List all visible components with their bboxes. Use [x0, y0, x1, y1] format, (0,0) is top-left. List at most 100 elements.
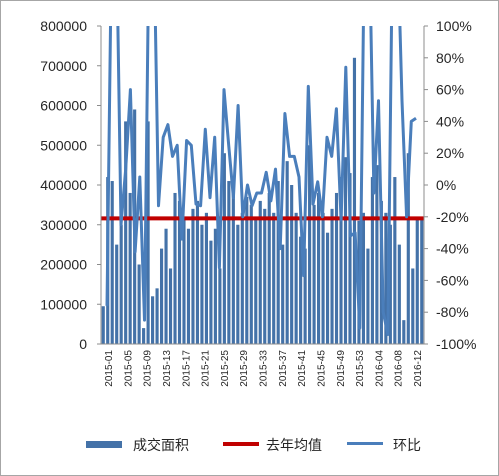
area-bar: [334, 192, 339, 344]
area-bar: [272, 212, 276, 344]
area-bar: [312, 204, 316, 344]
area-bar: [191, 208, 195, 344]
area-bar: [343, 157, 348, 344]
y-tick-label: 500000: [40, 137, 87, 153]
area-bar: [240, 212, 244, 344]
area-bar: [348, 173, 352, 344]
area-bar: [245, 196, 249, 344]
area-bar: [276, 181, 280, 344]
y2-tick-label: 100%: [436, 18, 472, 34]
area-bar: [406, 153, 410, 344]
x-tick-label: 2015-17: [181, 350, 192, 387]
area-bar: [209, 240, 213, 344]
area-bar: [168, 268, 173, 344]
legend-swatch-avg: [223, 442, 259, 446]
area-bar: [384, 212, 388, 344]
area-bar: [303, 248, 307, 344]
area-bar: [325, 232, 330, 344]
area-bar: [254, 216, 258, 344]
mom-line: [105, 26, 417, 336]
legend-label-mom: 环比: [393, 437, 421, 453]
area-bar: [370, 177, 374, 344]
area-bar: [321, 212, 325, 344]
area-bar: [290, 185, 294, 344]
axes: 800000 700000 600000 500000 400000 300000 2000…: [40, 18, 476, 387]
y2-tick-label: -60%: [436, 272, 469, 288]
y-tick-label: 700000: [40, 58, 87, 74]
y2-tick-label: 40%: [436, 113, 464, 129]
y2-tick-label: -80%: [436, 304, 469, 320]
y2-tick-label: -40%: [436, 241, 469, 257]
x-tick-label: 2015-37: [278, 350, 289, 387]
area-bar: [339, 177, 343, 344]
area-bar: [281, 244, 285, 344]
y-tick-label: 600000: [40, 98, 87, 114]
area-bar: [285, 161, 289, 344]
area-bar: [119, 224, 123, 344]
y-tick-label: 300000: [40, 217, 87, 233]
area-bar: [397, 244, 401, 344]
area-bar: [236, 224, 240, 344]
area-bar: [375, 165, 379, 344]
x-tick-label: 2016-04: [374, 350, 385, 387]
area-bar: [218, 268, 222, 344]
x-tick-label: 2015-01: [104, 350, 115, 387]
area-bar: [402, 320, 406, 344]
area-bar: [393, 177, 397, 344]
y2-tick-label: 60%: [436, 82, 464, 98]
y-tick-label: 400000: [40, 177, 87, 193]
area-bar: [204, 212, 208, 344]
mom-line-path: [105, 26, 417, 336]
area-bar: [159, 248, 164, 344]
area-bar: [317, 192, 321, 344]
x-tick-label: 2015-21: [201, 350, 212, 387]
y2-tick-label: -100%: [436, 336, 476, 352]
x-tick-label: 2016-08: [394, 350, 405, 387]
area-bar: [263, 208, 267, 344]
x-tick-label: 2015-25: [220, 350, 231, 387]
area-bar: [411, 268, 415, 344]
area-bar: [137, 264, 141, 344]
area-bar: [299, 236, 303, 344]
y2-tick-label: 20%: [436, 145, 464, 161]
legend: 成交面积 去年均值 环比: [86, 437, 421, 453]
area-bar: [213, 228, 217, 344]
area-bar: [258, 200, 262, 344]
legend-swatch-mom: [347, 442, 383, 445]
x-tick-label: 2015-53: [355, 350, 366, 387]
area-bar: [231, 177, 235, 344]
area-bar: [267, 192, 271, 344]
x-tick-label: 2015-45: [316, 350, 327, 387]
area-bar: [361, 212, 366, 344]
x-tick-label: 2015-09: [143, 350, 154, 387]
area-bar: [227, 181, 231, 344]
area-bar: [142, 328, 146, 344]
x-tick-label: 2016-12: [413, 350, 424, 387]
area-bar: [101, 306, 105, 344]
area-bar: [420, 216, 424, 344]
legend-label-avg: 去年均值: [266, 437, 322, 453]
area-bar: [186, 228, 191, 344]
x-tick-label: 2015-13: [162, 350, 173, 387]
area-bar: [164, 228, 168, 344]
y2-tick-label: 0%: [436, 177, 456, 193]
area-bar: [124, 121, 128, 344]
x-tick-label: 2015-29: [239, 350, 250, 387]
area-bar: [330, 208, 334, 344]
area-bar: [173, 192, 177, 344]
area-bars: [101, 57, 424, 344]
area-bar: [249, 204, 253, 344]
area-bar: [110, 181, 114, 344]
legend-swatch-area: [86, 441, 122, 448]
area-bar: [177, 200, 182, 344]
area-bar: [294, 212, 298, 344]
area-bar: [222, 153, 226, 344]
y-tick-label: 800000: [40, 18, 87, 34]
area-bar: [151, 296, 155, 344]
area-bar: [195, 200, 200, 344]
area-bar: [308, 145, 312, 344]
x-tick-label: 2015-41: [297, 350, 308, 387]
y-tick-label: 100000: [40, 296, 87, 312]
